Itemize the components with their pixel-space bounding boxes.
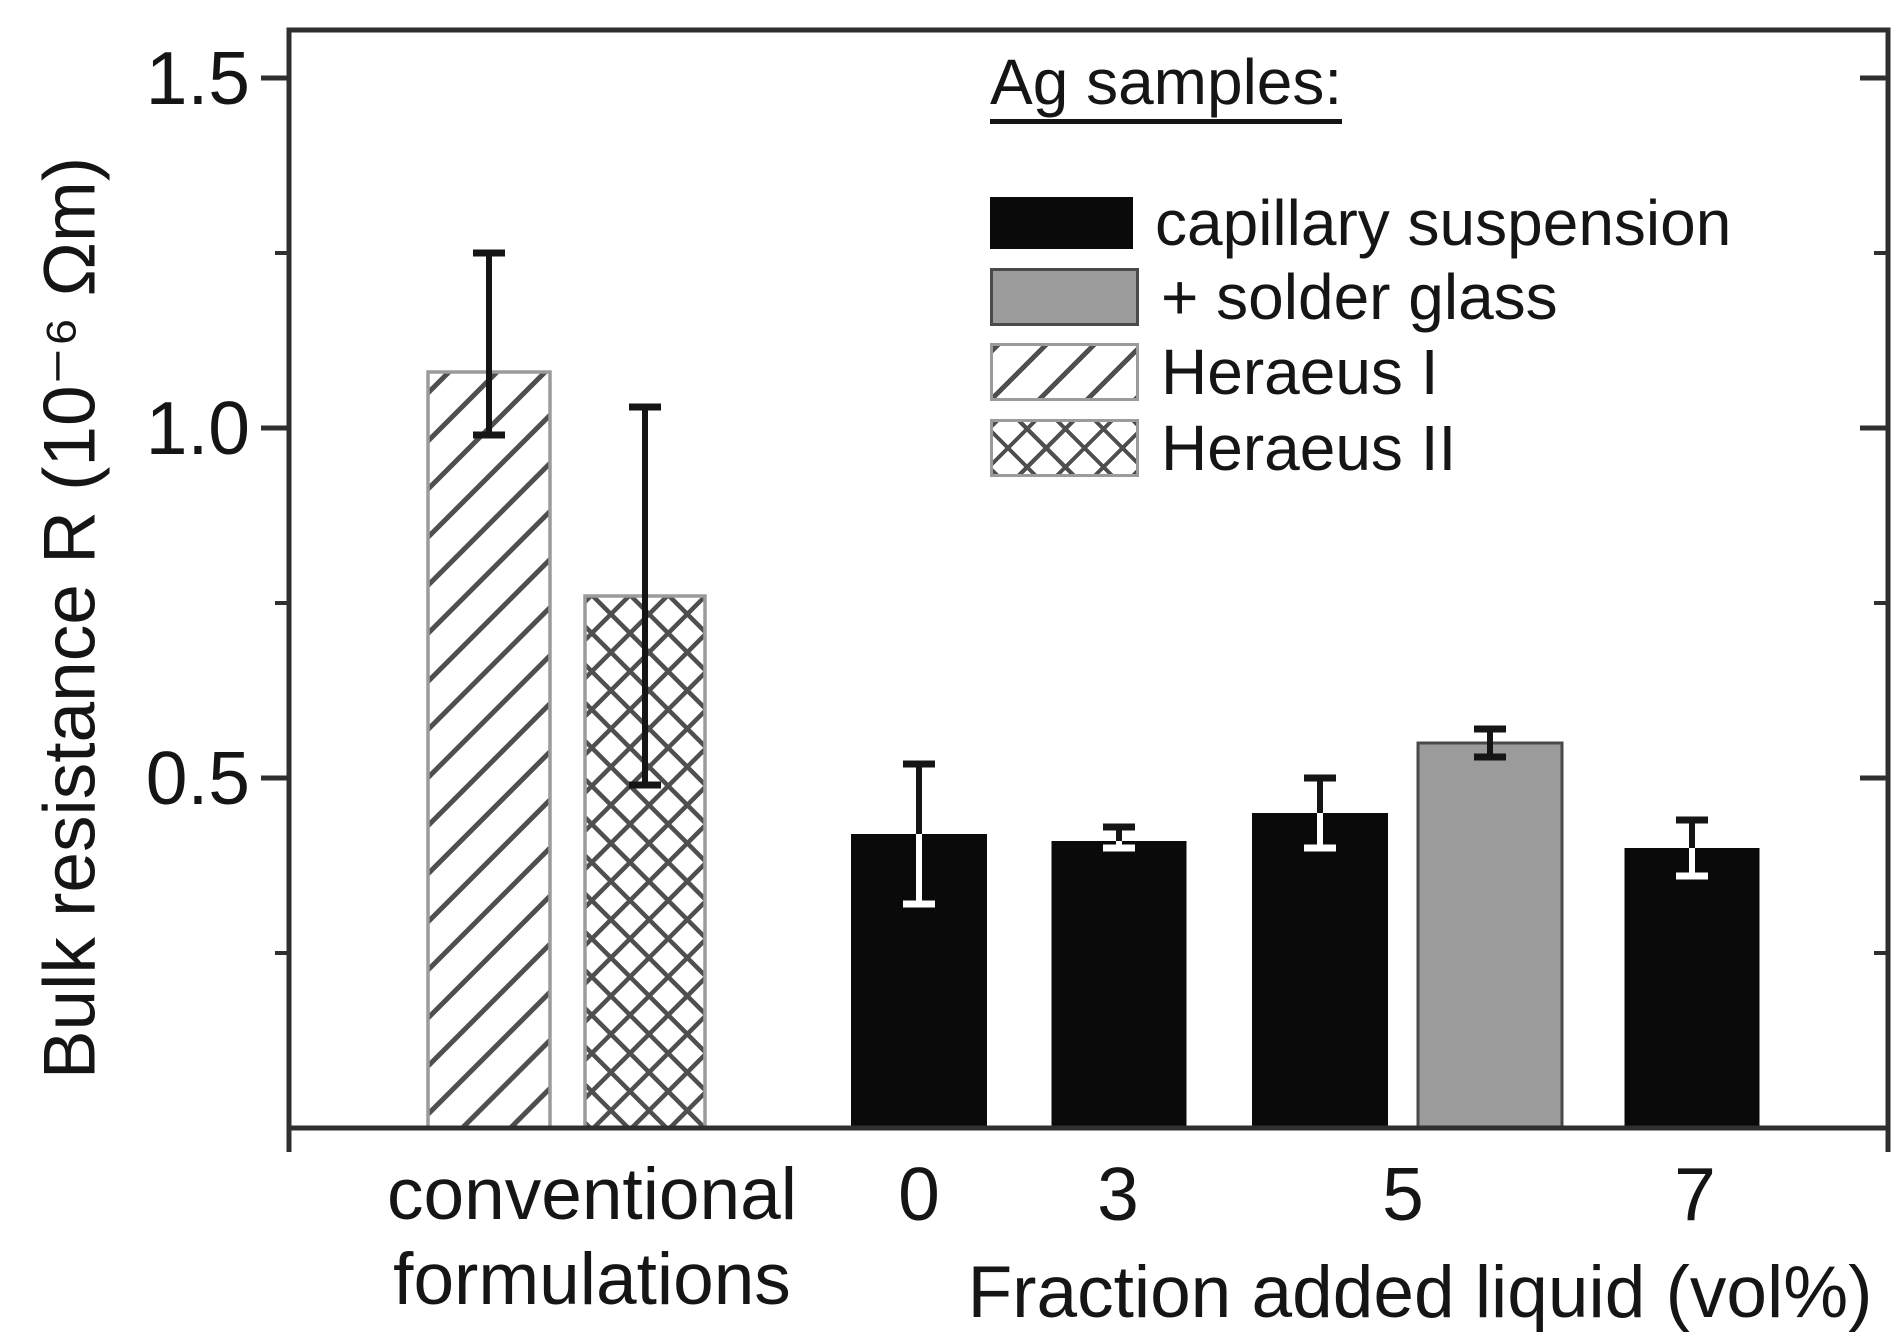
x-group-label-conventional-formulations: conventional formulations [387,1152,797,1322]
legend-item-solder-glass: + solder glass [990,265,1558,329]
legend-label: Heraeus I [1161,336,1439,408]
legend-item-heraeus-1: Heraeus I [990,340,1438,404]
x-axis-title: Fraction added liquid (vol%) [967,1252,1873,1333]
plot-frame [286,27,1891,1131]
legend-item-heraeus-2: Heraeus II [990,416,1456,480]
y-tick-label: 1.0 [146,386,250,470]
x-tick-label: 7 [1674,1152,1716,1236]
group-label-line2: formulations [393,1239,791,1320]
x-tick-label: 5 [1382,1152,1424,1236]
bar-capillary-suspension-7 [1624,848,1760,1128]
legend-label: Heraeus II [1161,412,1457,484]
legend-swatch-black-icon [990,197,1133,249]
bar-heraeus-i-conventional-formulations [426,370,552,1130]
legend-title: Ag samples: [990,50,1343,124]
bar-capillary-suspension-3 [1051,841,1187,1128]
legend-item-capillary-suspension: capillary suspension [990,191,1731,255]
legend-swatch-gray-icon [990,268,1139,326]
x-tick-label: 3 [1097,1152,1139,1236]
legend-swatch-diagonal-hatch-icon [990,343,1139,401]
bar-capillary-suspension-5 [1252,813,1388,1128]
bar-solder-glass-5 [1416,741,1564,1130]
legend-swatch-cross-hatch-icon [990,419,1139,477]
legend-label: + solder glass [1161,261,1558,333]
y-axis-title: Bulk resistance R (10⁻⁶ Ωm) [29,156,111,1080]
x-tick-label: 0 [898,1152,940,1236]
legend: Ag samples: capillary suspension + solde… [990,50,1870,480]
y-tick-label: 1.5 [146,36,250,120]
group-label-line1: conventional [387,1154,797,1235]
legend-label: capillary suspension [1155,187,1732,259]
y-tick-label: 0.5 [146,736,250,820]
